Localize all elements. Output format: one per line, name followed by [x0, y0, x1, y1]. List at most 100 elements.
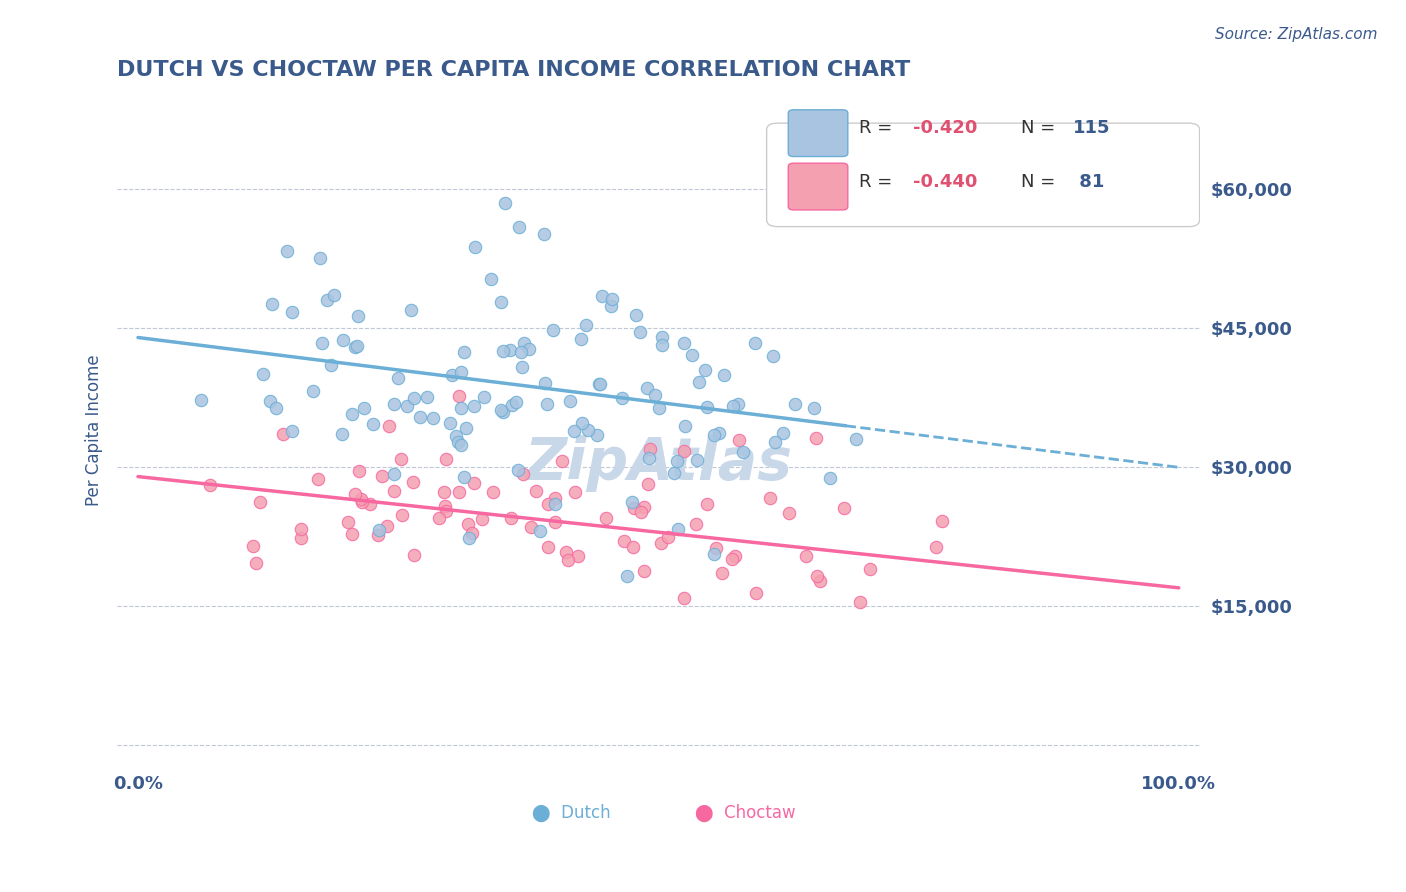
- Dutch: [803, 401, 825, 415]
- Choctaw: [375, 519, 398, 533]
- Dutch: [344, 340, 367, 354]
- Dutch: [651, 330, 673, 344]
- Choctaw: [242, 539, 264, 553]
- Dutch: [586, 428, 609, 442]
- Dutch: [276, 244, 298, 258]
- Dutch: [450, 401, 472, 415]
- Dutch: [560, 394, 582, 409]
- Dutch: [703, 427, 725, 442]
- Dutch: [252, 367, 274, 381]
- Choctaw: [567, 549, 589, 563]
- Text: 81: 81: [1073, 173, 1104, 191]
- Dutch: [315, 293, 337, 307]
- Dutch: [624, 308, 647, 322]
- Dutch: [591, 289, 613, 303]
- Dutch: [479, 272, 502, 286]
- Choctaw: [457, 517, 479, 532]
- Dutch: [472, 390, 495, 404]
- Dutch: [492, 405, 515, 419]
- Dutch: [259, 394, 281, 409]
- Dutch: [453, 345, 475, 359]
- Choctaw: [471, 511, 494, 525]
- Dutch: [713, 368, 735, 383]
- Choctaw: [463, 476, 485, 491]
- Text: R =: R =: [859, 173, 897, 191]
- Dutch: [422, 410, 444, 425]
- Choctaw: [359, 497, 381, 511]
- Choctaw: [447, 485, 470, 500]
- Choctaw: [520, 520, 543, 534]
- Text: ZipAtlas: ZipAtlas: [524, 435, 793, 492]
- Choctaw: [537, 497, 560, 511]
- Dutch: [311, 335, 333, 350]
- Dutch: [440, 368, 463, 382]
- Dutch: [628, 325, 651, 339]
- Choctaw: [848, 594, 870, 608]
- Text: ⬤  Dutch: ⬤ Dutch: [533, 804, 612, 822]
- Choctaw: [271, 427, 294, 442]
- Choctaw: [710, 566, 733, 580]
- Dutch: [190, 393, 212, 408]
- Dutch: [673, 418, 696, 433]
- Text: -0.420: -0.420: [912, 120, 977, 137]
- Choctaw: [808, 574, 831, 588]
- Choctaw: [434, 503, 457, 517]
- Dutch: [731, 444, 754, 458]
- FancyBboxPatch shape: [789, 110, 848, 156]
- Choctaw: [200, 478, 222, 492]
- Choctaw: [685, 516, 707, 531]
- Dutch: [319, 358, 342, 372]
- Choctaw: [401, 475, 423, 489]
- Dutch: [387, 370, 409, 384]
- Dutch: [382, 467, 405, 481]
- Choctaw: [657, 530, 679, 544]
- Choctaw: [434, 452, 457, 467]
- Dutch: [439, 417, 461, 431]
- Text: 115: 115: [1073, 120, 1111, 137]
- Dutch: [399, 303, 422, 318]
- Choctaw: [806, 568, 828, 582]
- Text: N =: N =: [1021, 120, 1062, 137]
- Choctaw: [461, 526, 484, 541]
- Choctaw: [650, 536, 672, 550]
- Choctaw: [858, 562, 880, 576]
- Dutch: [636, 380, 658, 394]
- Choctaw: [673, 444, 696, 458]
- Choctaw: [290, 531, 312, 545]
- Dutch: [346, 309, 368, 323]
- Choctaw: [543, 491, 565, 506]
- Dutch: [346, 339, 368, 353]
- Choctaw: [759, 491, 782, 505]
- Dutch: [727, 397, 749, 411]
- Dutch: [498, 343, 520, 357]
- Dutch: [501, 398, 523, 412]
- Choctaw: [343, 487, 366, 501]
- Dutch: [610, 391, 633, 405]
- Dutch: [662, 467, 685, 481]
- Dutch: [416, 390, 439, 404]
- Dutch: [564, 424, 586, 438]
- Choctaw: [564, 484, 586, 499]
- Dutch: [395, 400, 418, 414]
- Choctaw: [554, 545, 576, 559]
- Text: DUTCH VS CHOCTAW PER CAPITA INCOME CORRELATION CHART: DUTCH VS CHOCTAW PER CAPITA INCOME CORRE…: [117, 60, 911, 79]
- Dutch: [454, 421, 477, 435]
- Dutch: [491, 402, 513, 417]
- Choctaw: [499, 510, 522, 524]
- Dutch: [703, 547, 725, 561]
- Choctaw: [724, 549, 747, 564]
- Choctaw: [832, 501, 855, 516]
- Dutch: [744, 335, 766, 350]
- FancyBboxPatch shape: [766, 123, 1199, 227]
- Dutch: [322, 287, 344, 301]
- Dutch: [262, 297, 284, 311]
- Dutch: [541, 323, 564, 337]
- Dutch: [447, 435, 470, 450]
- Dutch: [361, 417, 384, 432]
- Choctaw: [290, 522, 312, 536]
- Choctaw: [696, 497, 718, 511]
- Choctaw: [623, 501, 645, 516]
- Choctaw: [745, 586, 768, 600]
- Dutch: [382, 397, 405, 411]
- Choctaw: [370, 469, 392, 483]
